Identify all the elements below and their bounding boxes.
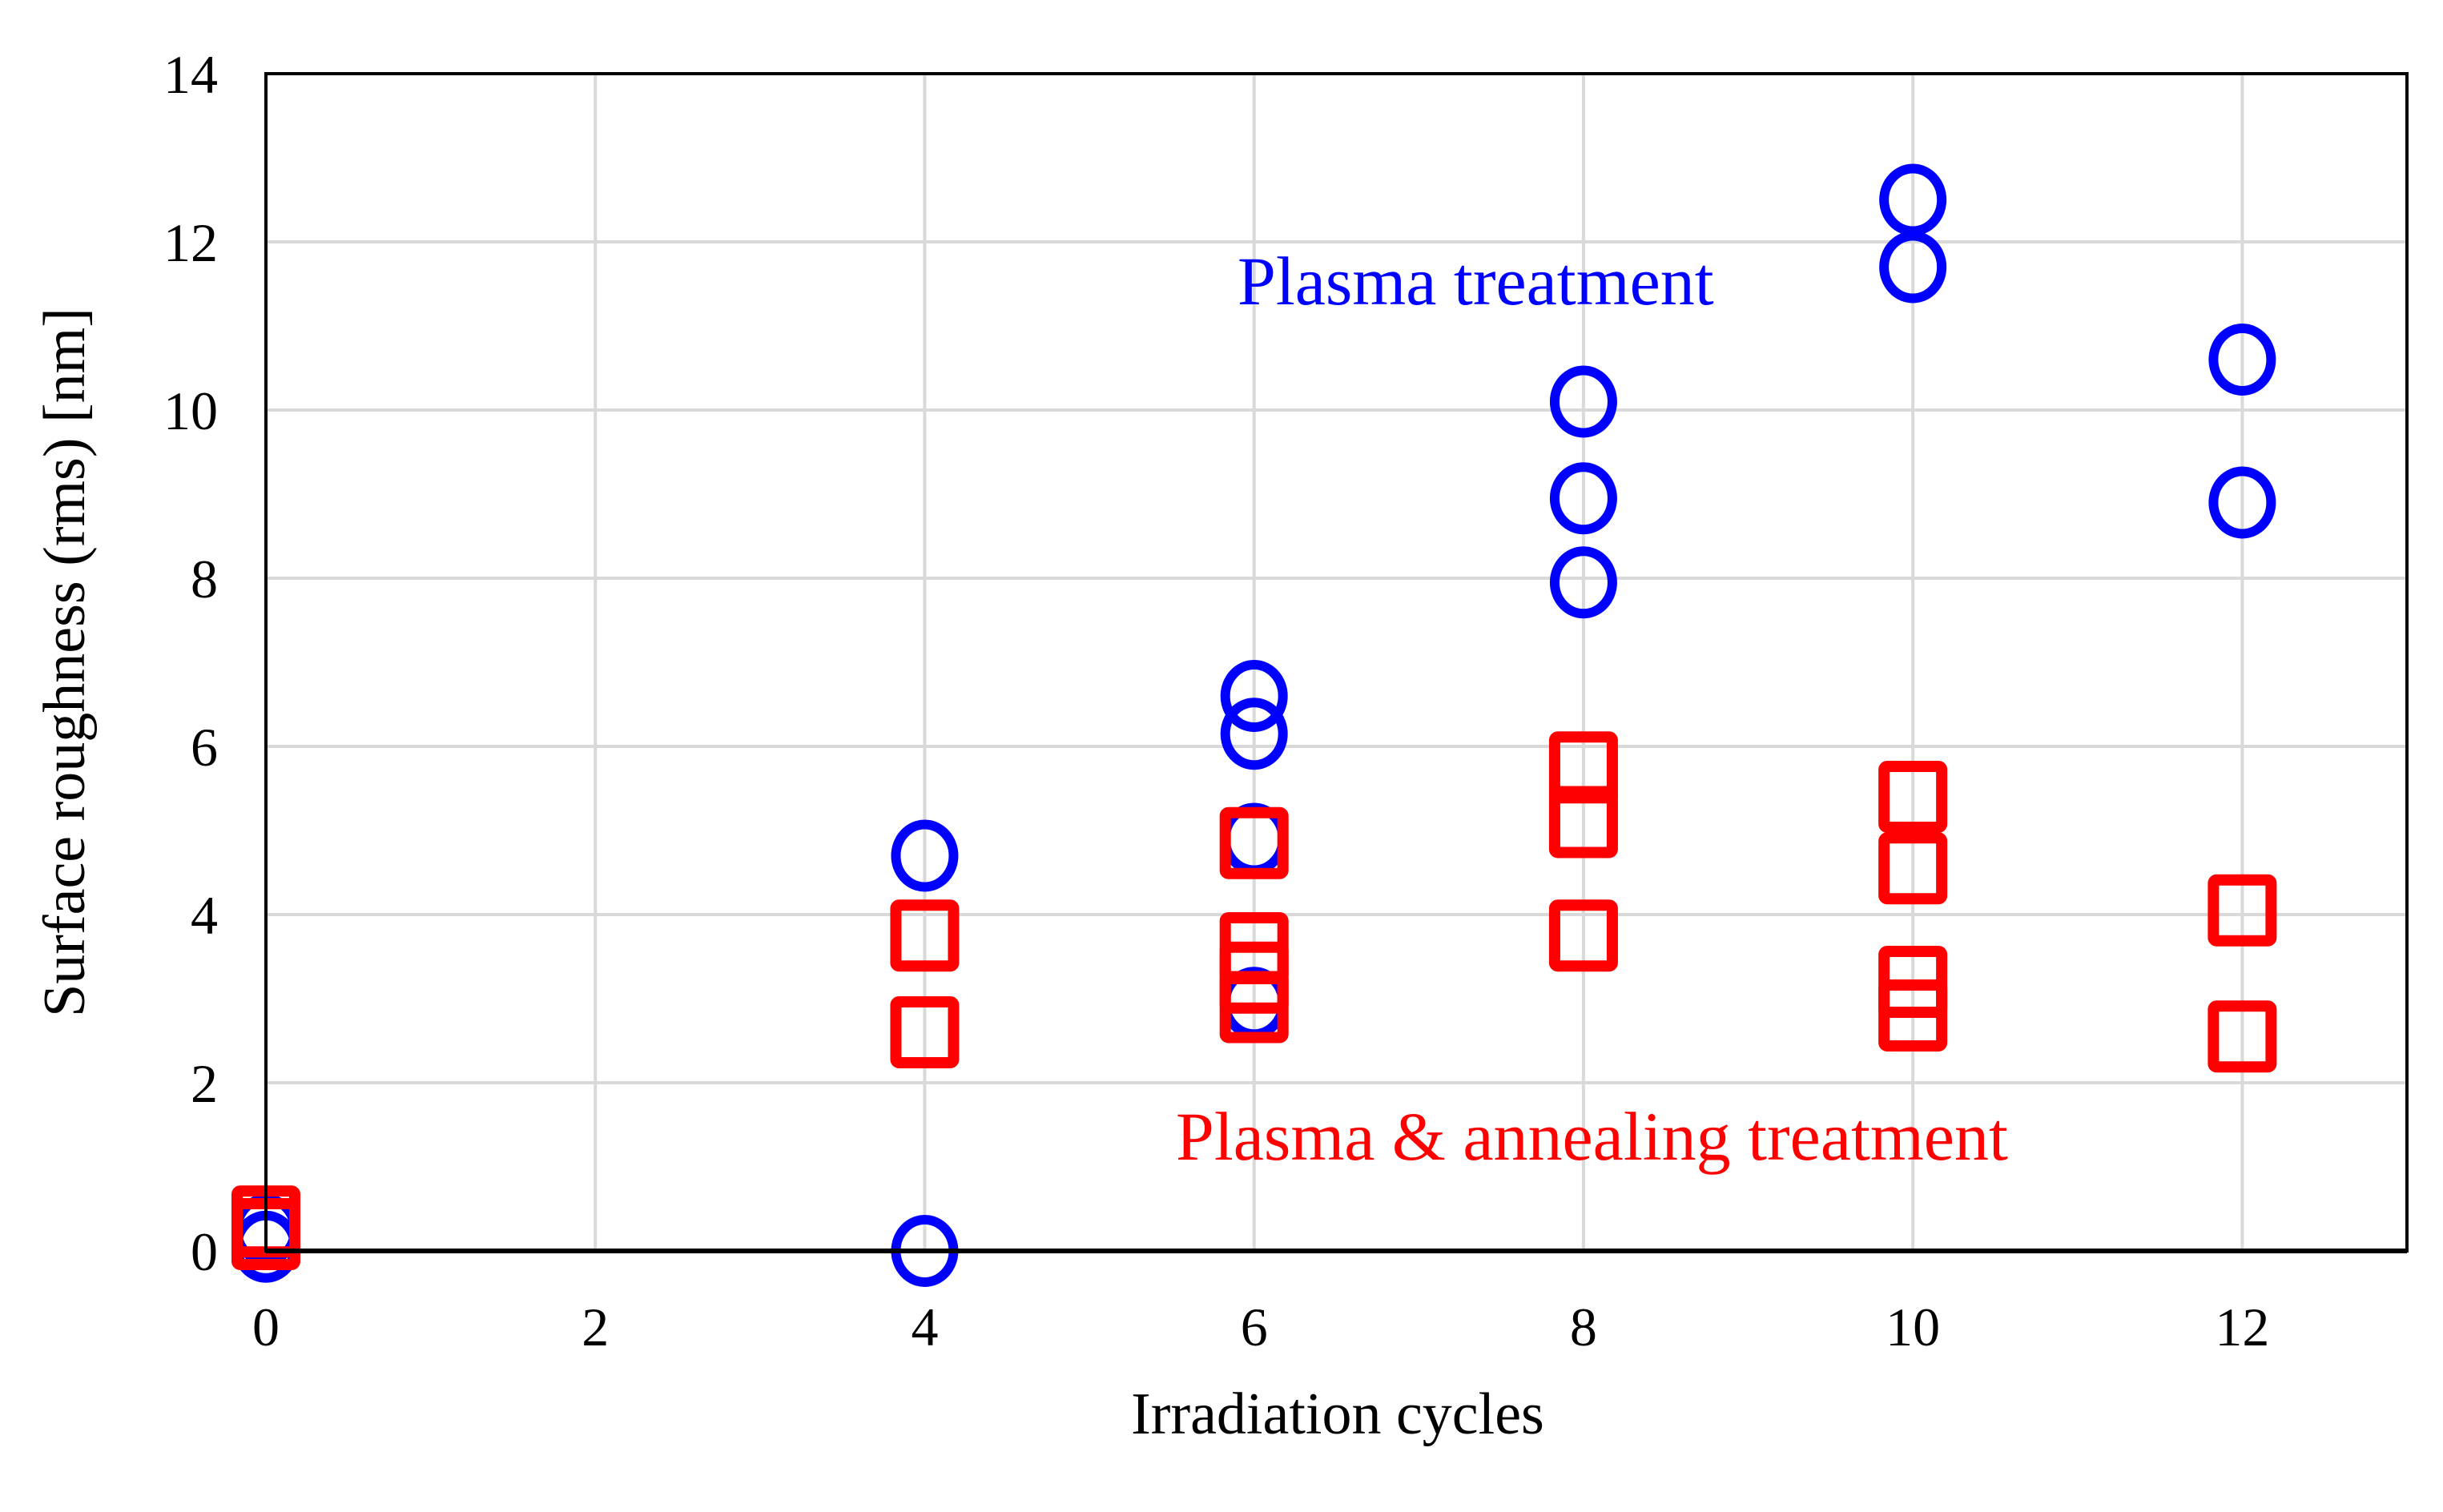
- plasma-annealing-point: [1878, 979, 1948, 1052]
- annotation-plasma-annealing-treatment: Plasma & annealing treatment: [1176, 1098, 2008, 1175]
- y-tick-label: 2: [191, 1053, 218, 1114]
- x-tick-label: 2: [582, 1297, 609, 1357]
- y-tick-labels: 0 2 4 6 8 10 12 14: [163, 44, 218, 1282]
- plasma-annealing-point: [1219, 971, 1289, 1044]
- plasma-annealing-point: [2208, 1000, 2277, 1073]
- plasma-annealing-point: [1219, 806, 1289, 879]
- x-tick-label: 0: [252, 1297, 280, 1357]
- y-tick-label: 12: [163, 212, 218, 273]
- plasma-annealing-point: [1548, 899, 1618, 972]
- plasma-annealing-point: [2208, 874, 2277, 947]
- x-tick-label: 10: [1886, 1297, 1940, 1357]
- plasma-annealing-point: [1548, 731, 1618, 804]
- plasma-point: [1549, 365, 1617, 438]
- y-tick-label: 0: [191, 1221, 218, 1282]
- plasma-point: [2208, 466, 2276, 539]
- plasma-point: [1879, 231, 1947, 304]
- plasma-annealing-point: [1548, 786, 1618, 859]
- x-axis-label: Irradiation cycles: [1131, 1381, 1544, 1447]
- x-tick-labels: 0 2 4 6 8 10 12: [252, 1297, 2269, 1357]
- y-tick-label: 6: [191, 717, 218, 778]
- y-axis-label: Surface roughness (rms) [nm]: [32, 308, 98, 1017]
- x-tick-label: 4: [911, 1297, 938, 1357]
- data-points: [231, 163, 2277, 1287]
- plasma-point: [1220, 660, 1288, 732]
- plasma-annealing-point: [1878, 761, 1948, 833]
- y-tick-label: 8: [191, 549, 218, 609]
- y-tick-label: 4: [191, 885, 218, 946]
- x-tick-label: 6: [1241, 1297, 1268, 1357]
- x-tick-label: 12: [2215, 1297, 2269, 1357]
- annotation-plasma-treatment: Plasma treatment: [1238, 243, 1714, 320]
- plasma-annealing-point: [1878, 832, 1948, 905]
- plasma-point: [1549, 546, 1617, 619]
- plasma-point: [1549, 462, 1617, 535]
- plasma-annealing-point: [890, 996, 960, 1068]
- plasma-point: [2208, 324, 2276, 396]
- grid-lines: [266, 74, 2407, 1251]
- y-tick-label: 10: [163, 380, 218, 441]
- plasma-point: [891, 819, 959, 892]
- plasma-annealing-point: [890, 899, 960, 972]
- x-tick-label: 8: [1570, 1297, 1597, 1357]
- y-tick-label: 14: [163, 44, 218, 105]
- plasma-point: [1220, 698, 1288, 770]
